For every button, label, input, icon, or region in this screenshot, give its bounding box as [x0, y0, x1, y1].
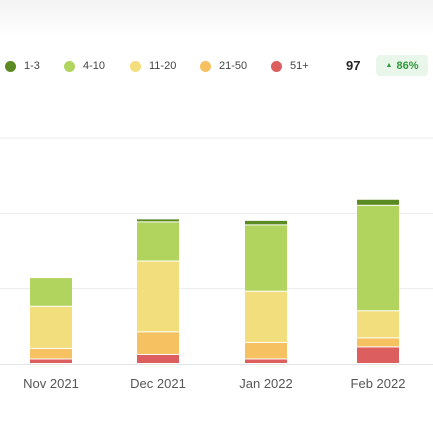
legend-label-51plus: 51+ [290, 60, 309, 72]
legend-item-21-50[interactable]: 21-50 [200, 56, 247, 76]
x-tick-label: Feb 2022 [351, 376, 406, 391]
legend-swatch-11-20 [130, 60, 141, 72]
change-badge: ▲ 86% [376, 55, 428, 76]
header-shade [0, 0, 433, 36]
bar-segment[interactable] [357, 311, 399, 338]
legend-label-11-20: 11-20 [149, 60, 177, 72]
legend-label-21-50: 21-50 [219, 60, 248, 72]
x-axis-ticks: Nov 2021 Dec 2021 Jan 2022 Feb 2022 [23, 376, 405, 391]
bar-segment[interactable] [30, 348, 72, 359]
bar-segment[interactable] [357, 199, 399, 205]
bar-segment[interactable] [357, 338, 399, 347]
legend-swatch-4-10 [64, 60, 75, 72]
bar-segment[interactable] [137, 219, 179, 222]
legend-label-4-10: 4-10 [83, 60, 106, 72]
bar-segment[interactable] [137, 222, 179, 261]
bar-segment[interactable] [30, 278, 72, 306]
bar-segment[interactable] [357, 205, 399, 311]
legend-label-1-3: 1-3 [24, 60, 40, 72]
bar-segment[interactable] [245, 291, 287, 342]
chart-legend: 1-3 4-10 11-20 21-50 51+ [0, 56, 433, 76]
bar-segment[interactable] [137, 332, 179, 354]
bar-segment[interactable] [30, 359, 72, 363]
legend-item-4-10[interactable]: 4-10 [64, 56, 105, 76]
bar-segment[interactable] [245, 220, 287, 225]
legend-item-51plus[interactable]: 51+ [271, 56, 309, 76]
legend-swatch-21-50 [200, 60, 211, 72]
bar-segment[interactable] [30, 306, 72, 348]
x-tick-label: Jan 2022 [239, 376, 293, 391]
triangle-up-icon: ▲ [385, 62, 393, 69]
bar-segment[interactable] [245, 359, 287, 363]
legend-item-1-3[interactable]: 1-3 [5, 56, 40, 76]
x-tick-label: Nov 2021 [23, 376, 79, 391]
legend-item-11-20[interactable]: 11-20 [130, 56, 176, 76]
change-value: 86% [396, 59, 419, 72]
x-tick-label: Dec 2021 [130, 376, 186, 391]
bar-segment[interactable] [137, 261, 179, 332]
bar-segment[interactable] [245, 342, 287, 359]
total-count: 97 [346, 58, 361, 73]
legend-swatch-51plus [271, 60, 282, 72]
chart-bars [30, 199, 399, 363]
legend-swatch-1-3 [5, 60, 16, 72]
bar-segment[interactable] [245, 225, 287, 291]
bar-segment[interactable] [357, 347, 399, 363]
bar-segment[interactable] [137, 354, 179, 363]
